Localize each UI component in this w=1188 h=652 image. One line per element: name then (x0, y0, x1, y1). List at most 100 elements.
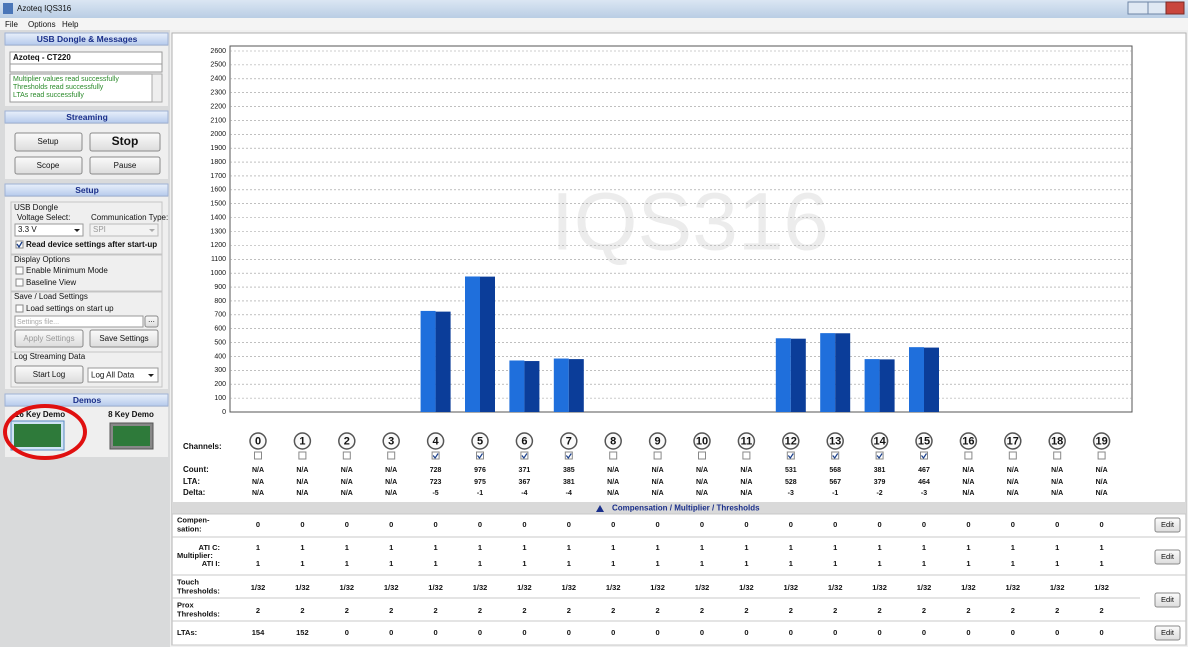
bar (509, 360, 524, 412)
row-label: LTA: (183, 477, 200, 486)
count-value: 728 (430, 467, 442, 474)
lta-register-value: 0 (567, 628, 571, 637)
channel-number: 2 (344, 435, 350, 447)
minimize-button[interactable] (1128, 2, 1148, 14)
compensation-value: 0 (700, 520, 704, 529)
lta-register-value: 0 (1100, 628, 1104, 637)
y-tick-label: 500 (214, 339, 226, 346)
delta-value: -1 (832, 490, 838, 497)
lta-register-value: 0 (656, 628, 660, 637)
row-label: Thresholds: (177, 609, 220, 618)
channel-number: 5 (477, 435, 483, 447)
menu-item[interactable]: Options (28, 20, 56, 29)
delta-value: -4 (566, 490, 572, 497)
channel-checkbox[interactable] (255, 452, 262, 459)
lta-value: 567 (829, 479, 841, 486)
menu-item[interactable]: Help (62, 20, 79, 29)
section-title: Demos (73, 395, 102, 405)
touch-threshold-value: 1/32 (739, 583, 754, 592)
close-button[interactable] (1166, 2, 1184, 14)
button-label: Edit (1161, 628, 1175, 637)
title-bar (0, 0, 1188, 18)
delta-value: -3 (788, 490, 794, 497)
scrollbar[interactable] (152, 74, 162, 102)
count-value: N/A (962, 467, 974, 474)
ati-i-value: 1 (922, 559, 926, 568)
menu-item[interactable]: File (5, 20, 18, 29)
lta-value: N/A (385, 479, 397, 486)
bar (421, 311, 436, 412)
button-label: Stop (112, 134, 139, 148)
compensation-value: 0 (522, 520, 526, 529)
ati-c-value: 1 (522, 543, 526, 552)
y-tick-label: 2300 (210, 89, 226, 96)
channel-number: 13 (829, 435, 841, 447)
demo-label: 8 Key Demo (108, 410, 154, 419)
ati-i-value: 1 (789, 559, 793, 568)
ati-c-value: 1 (878, 543, 882, 552)
prox-threshold-value: 2 (656, 606, 660, 615)
checkbox-label: Baseline View (26, 278, 76, 287)
ati-i-value: 1 (744, 559, 748, 568)
lta-value: N/A (1007, 479, 1019, 486)
channel-checkbox[interactable] (743, 452, 750, 459)
channel-checkbox[interactable] (343, 452, 350, 459)
maximize-button[interactable] (1148, 2, 1166, 14)
touch-threshold-value: 1/32 (473, 583, 488, 592)
channel-checkbox[interactable] (654, 452, 661, 459)
touch-threshold-value: 1/32 (606, 583, 621, 592)
prox-threshold-value: 2 (744, 606, 748, 615)
channel-checkbox[interactable] (699, 452, 706, 459)
bar (865, 359, 880, 412)
lta-value: N/A (296, 479, 308, 486)
y-tick-label: 300 (214, 367, 226, 374)
touch-threshold-value: 1/32 (428, 583, 443, 592)
y-tick-label: 1100 (211, 256, 226, 263)
row-label: Thresholds: (177, 586, 220, 595)
row-label: Touch (177, 577, 199, 586)
channel-number: 6 (521, 435, 527, 447)
ati-i-value: 1 (300, 559, 304, 568)
y-tick-label: 2200 (210, 103, 226, 110)
checkbox[interactable] (16, 267, 23, 274)
ati-c-value: 1 (434, 543, 438, 552)
demo-image (113, 426, 150, 446)
lta-value: N/A (1096, 479, 1108, 486)
y-tick-label: 1500 (210, 201, 226, 208)
status-message: Multiplier values read successfully (13, 76, 119, 83)
lta-value: 975 (474, 479, 486, 486)
ati-c-value: 1 (567, 543, 571, 552)
compensation-value: 0 (744, 520, 748, 529)
bar (880, 359, 895, 412)
y-tick-label: 200 (214, 381, 226, 388)
delta-value: -4 (521, 490, 527, 497)
channel-number: 16 (962, 435, 974, 447)
ati-i-value: 1 (345, 559, 349, 568)
checkbox[interactable] (16, 279, 23, 286)
compensation-value: 0 (611, 520, 615, 529)
channel-checkbox[interactable] (1098, 452, 1105, 459)
channel-checkbox[interactable] (1054, 452, 1061, 459)
prox-threshold-value: 2 (833, 606, 837, 615)
y-tick-label: 1200 (210, 242, 226, 249)
channel-checkbox[interactable] (388, 452, 395, 459)
y-tick-label: 1300 (210, 228, 226, 235)
lta-register-value: 0 (478, 628, 482, 637)
ati-i-value: 1 (656, 559, 660, 568)
channel-checkbox[interactable] (1009, 452, 1016, 459)
channel-number: 14 (873, 435, 886, 447)
ati-c-value: 1 (789, 543, 793, 552)
channel-number: 10 (696, 435, 708, 447)
channel-number: 4 (433, 435, 440, 447)
channel-checkbox[interactable] (610, 452, 617, 459)
prox-threshold-value: 2 (567, 606, 571, 615)
channel-checkbox[interactable] (299, 452, 306, 459)
window-title: Azoteq IQS316 (17, 4, 72, 13)
channel-number: 8 (610, 435, 616, 447)
lta-value: N/A (652, 479, 664, 486)
section-title: Streaming (66, 112, 108, 122)
row-label: LTAs: (177, 628, 197, 637)
toggle-label: Compensation / Multiplier / Thresholds (612, 504, 760, 513)
checkbox[interactable] (16, 305, 23, 312)
channel-checkbox[interactable] (965, 452, 972, 459)
